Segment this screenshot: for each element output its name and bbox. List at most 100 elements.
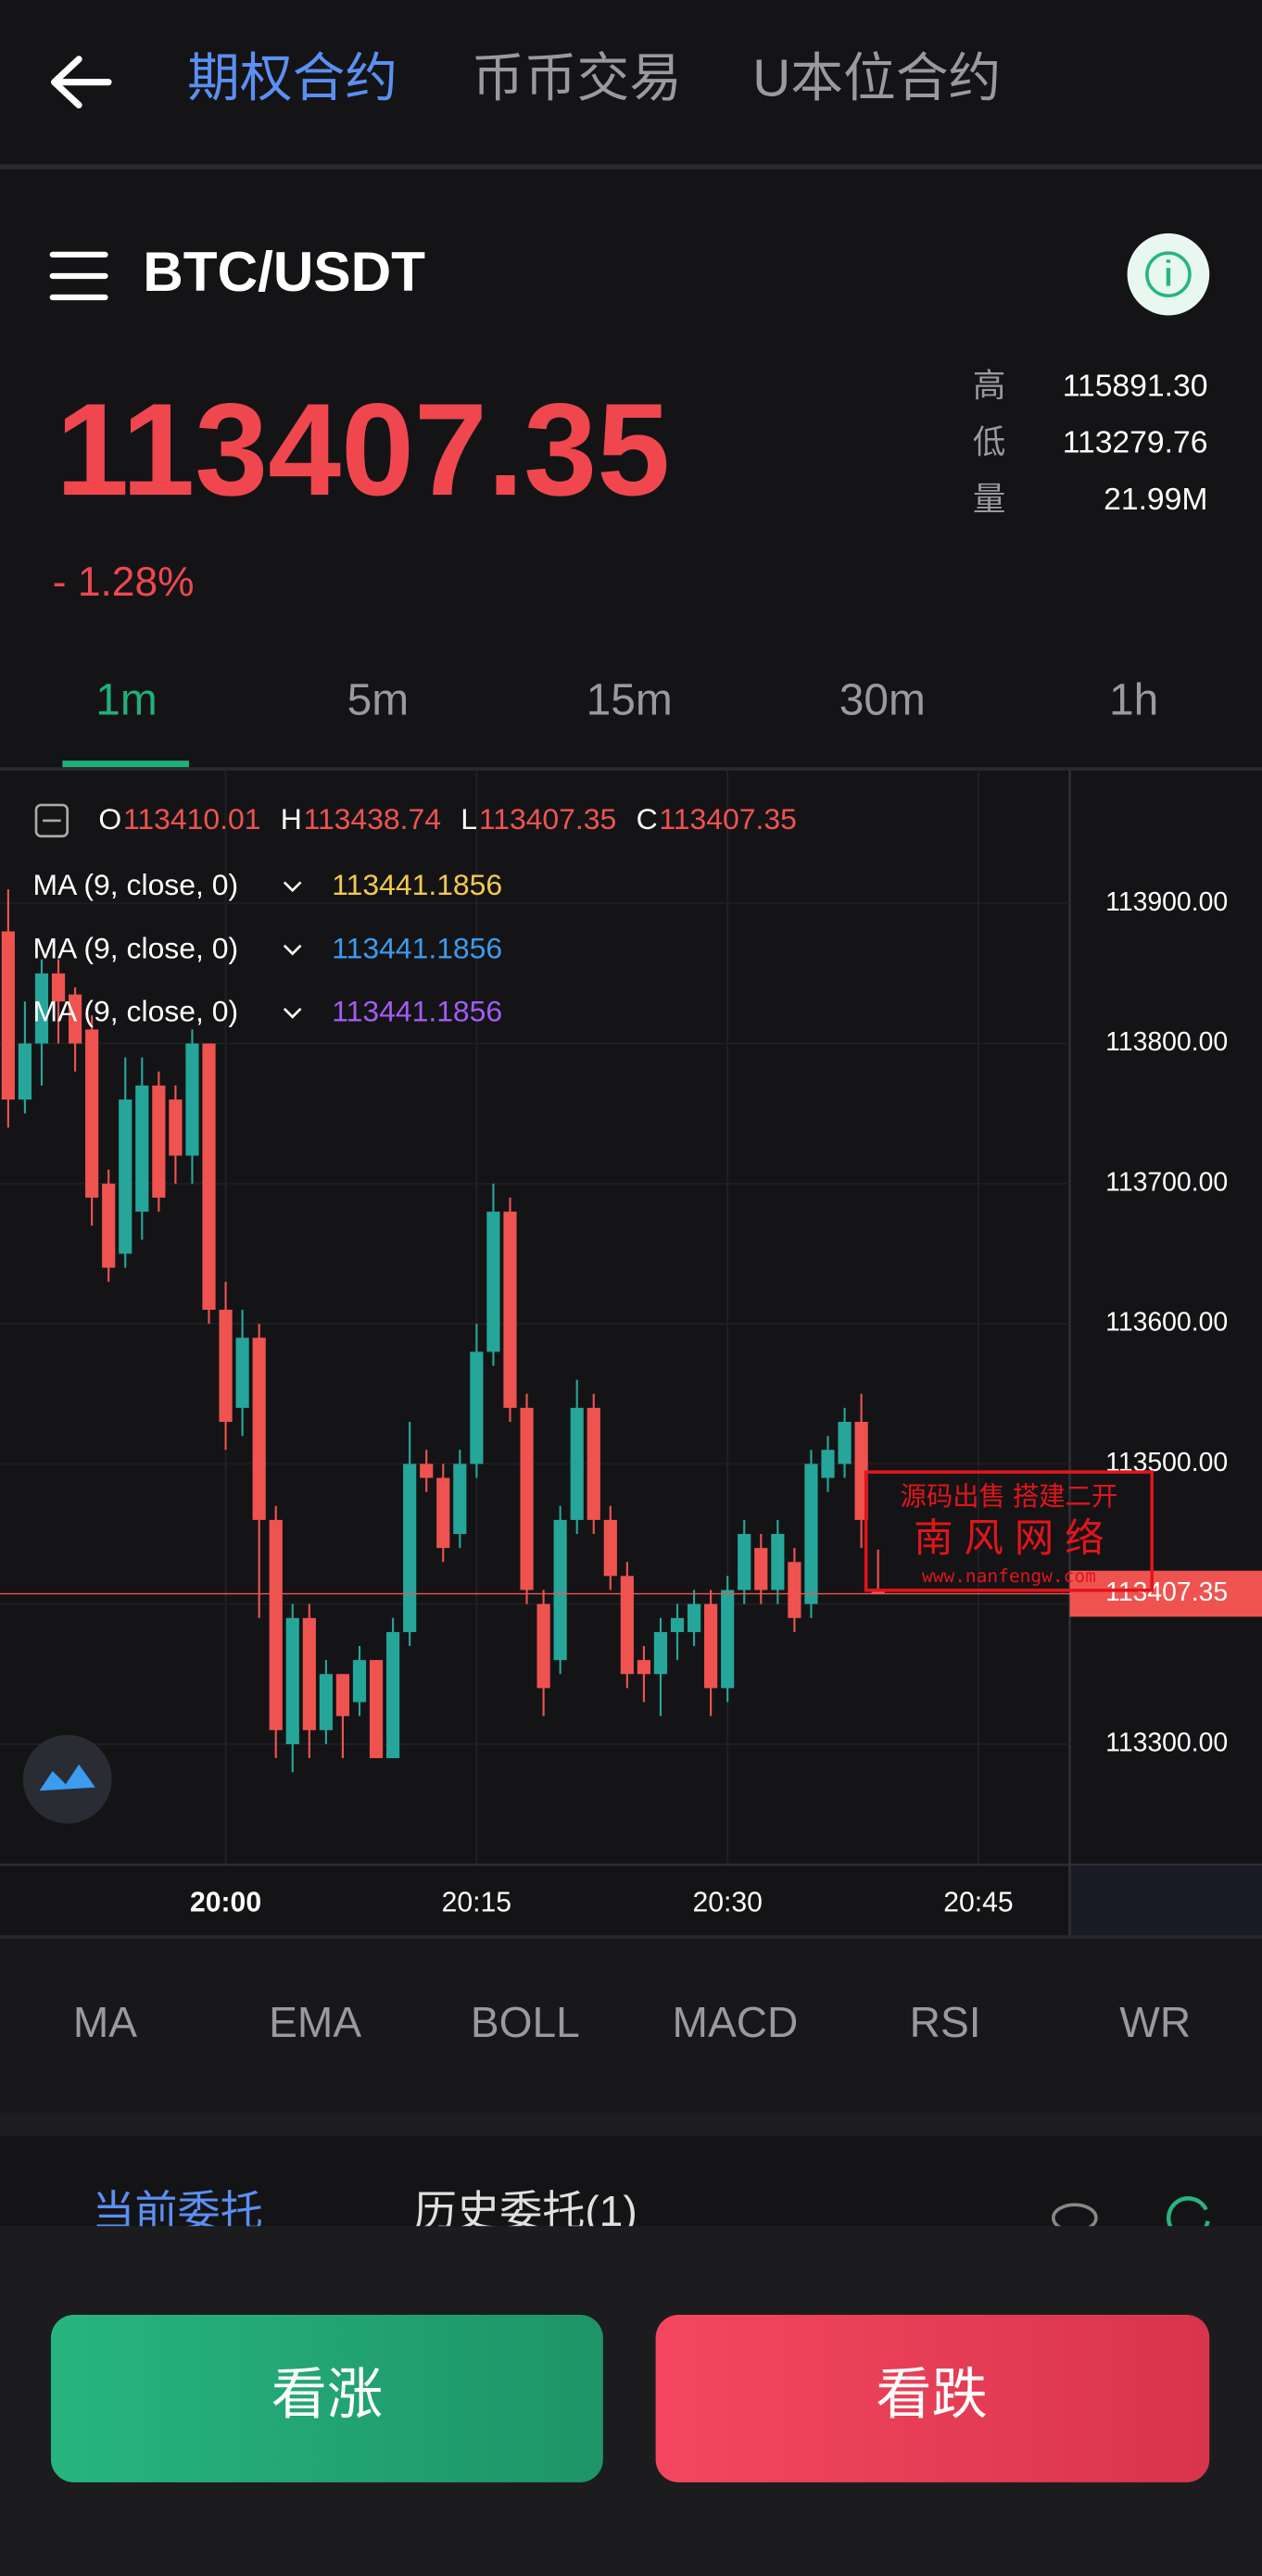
- ma-dropdown[interactable]: [283, 881, 302, 893]
- candle-body: [470, 1351, 484, 1464]
- ma-value: 113441.1856: [332, 931, 502, 964]
- candle-body: [788, 1562, 801, 1618]
- menu-icon[interactable]: [49, 251, 108, 301]
- x-tick-label: 20:45: [943, 1888, 1013, 1918]
- ohlc-value: 113407.35: [659, 802, 796, 836]
- plot-area: [1, 889, 885, 1773]
- candle-body: [85, 1029, 99, 1198]
- stat-value: 21.99M: [1104, 483, 1207, 517]
- symbol: BTC/USDT: [143, 240, 425, 303]
- ma-dropdown[interactable]: [283, 944, 302, 956]
- last-price-tag: [1069, 1570, 1262, 1617]
- candle-body: [169, 1100, 183, 1156]
- y-tick-label: 113300.00: [1105, 1728, 1228, 1757]
- stat-label: 量: [973, 480, 1005, 517]
- indicator-bar: [0, 1938, 1262, 2113]
- ma-value: 113441.1856: [332, 868, 502, 901]
- ma-label: MA (9, close, 0): [32, 995, 238, 1028]
- ohlc-label: H: [281, 802, 302, 836]
- candle-body: [352, 1660, 367, 1703]
- candle-body: [102, 1183, 116, 1268]
- indicator-tab[interactable]: RSI: [910, 1998, 981, 2046]
- candle-body: [319, 1674, 333, 1730]
- candle-body: [252, 1338, 266, 1520]
- candle-body: [503, 1212, 517, 1408]
- buy-up-button[interactable]: [50, 2314, 603, 2482]
- candle-body: [453, 1464, 467, 1535]
- price-change: - 1.28%: [53, 559, 195, 605]
- ohlc-value: 113410.01: [123, 802, 260, 836]
- x-tick-label: 20:30: [692, 1888, 762, 1918]
- last-price: 113407.35: [56, 377, 670, 523]
- candle-body: [335, 1674, 350, 1716]
- button-label: 看跌: [876, 2362, 988, 2425]
- candle-body: [520, 1407, 534, 1590]
- candle-body: [804, 1464, 818, 1604]
- candle-body: [721, 1590, 735, 1689]
- candle-body: [536, 1603, 550, 1689]
- candle-body: [587, 1407, 600, 1520]
- tab[interactable]: 币币交易: [472, 50, 682, 108]
- interval[interactable]: 1h: [1109, 676, 1158, 725]
- candle-body: [486, 1212, 500, 1352]
- stat-label: 高: [973, 367, 1005, 404]
- time-axis-highlight: [1069, 1866, 1262, 1936]
- ohlc-label: L: [461, 802, 477, 836]
- candle-body: [821, 1450, 835, 1478]
- candle-body: [738, 1534, 751, 1590]
- candle-body: [18, 1043, 32, 1100]
- separator: [0, 2112, 1262, 2136]
- indicator-tab[interactable]: BOLL: [471, 1998, 580, 2046]
- indicator-tab[interactable]: EMA: [269, 1998, 361, 2046]
- ohlc-label: O: [98, 802, 121, 836]
- tab[interactable]: U本位合约: [752, 50, 1001, 108]
- x-tick-label: 20:15: [442, 1888, 511, 1918]
- chart-style-button[interactable]: [22, 1734, 112, 1824]
- divider: [0, 1935, 1262, 1939]
- ohlc-label: C: [637, 802, 658, 836]
- candle-body: [285, 1617, 299, 1744]
- ma-label: MA (9, close, 0): [32, 931, 238, 964]
- tab-active[interactable]: 期权合约: [187, 50, 398, 108]
- candle-body: [119, 1100, 133, 1254]
- interval[interactable]: 30m: [839, 676, 926, 725]
- watermark-box: [864, 1470, 1154, 1592]
- candle-body: [51, 973, 66, 1002]
- candle-body: [269, 1519, 283, 1730]
- candle-body: [637, 1660, 650, 1675]
- info-icon: [1145, 251, 1192, 298]
- candle-body: [603, 1519, 617, 1577]
- candle-body: [235, 1338, 249, 1408]
- buy-down-button[interactable]: [655, 2314, 1210, 2482]
- interval[interactable]: 5m: [347, 676, 410, 725]
- stat-label: 低: [973, 423, 1005, 460]
- y-tick-label: 113600.00: [1105, 1308, 1228, 1338]
- indicator-tab[interactable]: MACD: [673, 1998, 799, 2046]
- indicator-tab[interactable]: MA: [73, 1998, 137, 2046]
- candle-body: [68, 994, 82, 1044]
- candle-body: [620, 1576, 634, 1675]
- candle-body: [34, 973, 49, 1044]
- ma-dropdown[interactable]: [283, 1008, 302, 1019]
- candle-body: [570, 1407, 584, 1520]
- collapse-icon[interactable]: [34, 803, 69, 838]
- indicator-tab[interactable]: WR: [1119, 1998, 1191, 2046]
- candle-body: [152, 1085, 166, 1198]
- ma-label: MA (9, close, 0): [32, 868, 238, 901]
- interval-active[interactable]: 1m: [95, 676, 158, 725]
- back-button[interactable]: [50, 56, 112, 109]
- candle-body: [403, 1464, 417, 1632]
- chart-style-icon: [39, 1764, 95, 1791]
- candle-body: [436, 1477, 450, 1549]
- candle-body: [670, 1617, 685, 1632]
- candle-body: [754, 1548, 768, 1590]
- y-tick-label: 113700.00: [1105, 1167, 1228, 1197]
- divider: [0, 767, 1262, 771]
- candle-body: [386, 1631, 400, 1759]
- interval[interactable]: 15m: [587, 676, 673, 725]
- y-tick-label: 113900.00: [1105, 887, 1228, 917]
- candle-body: [219, 1309, 233, 1422]
- candle-body: [185, 1043, 199, 1156]
- watermark-text: www.nanfengw.com: [922, 1565, 1096, 1587]
